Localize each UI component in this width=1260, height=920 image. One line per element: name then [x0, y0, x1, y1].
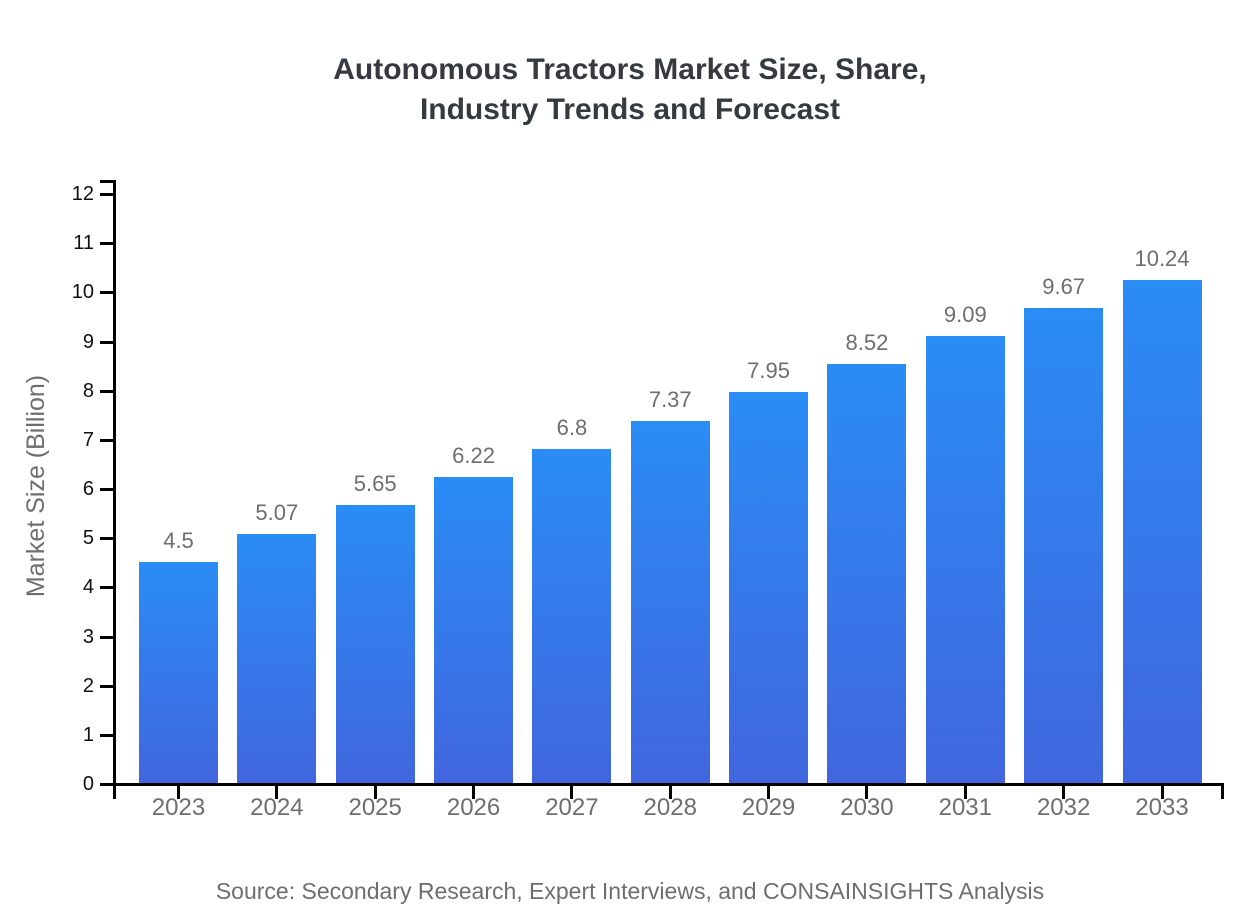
y-tick-label-7: 7 [82, 428, 94, 451]
chart-title-line-2: Industry Trends and Forecast [419, 93, 841, 126]
bar-value-2030: 8.52 [845, 330, 889, 356]
bar-value-2033: 10.24 [1134, 245, 1190, 271]
bar-2030 [827, 364, 907, 783]
y-tick-label-5: 5 [82, 527, 94, 550]
source-caption: Source: Secondary Research, Expert Inter… [215, 878, 1045, 904]
y-tick-label-6: 6 [82, 478, 94, 500]
x-tick-label-2025: 2025 [348, 794, 402, 821]
bar-2027 [532, 448, 612, 783]
x-tick-2026 [472, 786, 476, 799]
x-tick-label-2026: 2026 [446, 794, 501, 821]
x-tick-2032 [1062, 786, 1066, 799]
y-tick-2 [100, 684, 113, 688]
x-tick-label-2028: 2028 [643, 794, 697, 821]
x-tick-label-2029: 2029 [741, 794, 796, 821]
bar-2023 [139, 561, 218, 783]
x-tick-label-2030: 2030 [840, 794, 894, 821]
x-tick-2023 [177, 786, 180, 799]
y-tick-label-4: 4 [82, 576, 94, 599]
x-axis-end-cap [1221, 786, 1224, 799]
chart-title-line-1: Autonomous Tractors Market Size, Share, [333, 53, 927, 86]
y-tick-label-12: 12 [71, 183, 94, 205]
bar-value-2029: 7.95 [747, 358, 790, 384]
x-tick-2024 [275, 786, 279, 799]
x-tick-2025 [373, 786, 377, 799]
y-tick-4 [100, 586, 113, 590]
x-tick-label-2027: 2027 [545, 794, 599, 821]
x-axis-line [113, 783, 1224, 786]
y-tick-label-0: 0 [82, 773, 94, 795]
y-tick-label-3: 3 [82, 625, 94, 648]
y-tick-0 [100, 783, 113, 786]
x-tick-2033 [1160, 786, 1164, 799]
y-tick-12 [100, 193, 113, 196]
bar-2024 [237, 533, 317, 783]
y-axis-top-cap [100, 180, 113, 183]
y-tick-label-11: 11 [73, 232, 94, 255]
y-tick-11 [100, 242, 113, 246]
y-axis-line [113, 180, 116, 799]
y-tick-label-8: 8 [82, 379, 94, 402]
y-tick-1 [100, 733, 113, 737]
bar-value-2031: 9.09 [943, 302, 987, 328]
y-tick-5 [100, 537, 113, 541]
x-tick-label-2023: 2023 [151, 794, 206, 821]
bar-value-2023: 4.5 [163, 527, 194, 553]
y-tick-label-2: 2 [82, 674, 94, 697]
bar-value-2025: 5.65 [353, 471, 397, 497]
y-tick-label-1: 1 [82, 723, 94, 746]
y-tick-10 [100, 291, 113, 295]
bar-2029 [729, 392, 809, 783]
bar-2031 [925, 336, 1005, 783]
y-tick-9 [100, 340, 113, 344]
x-tick-label-2033: 2033 [1135, 794, 1189, 821]
x-tick-2027 [570, 786, 574, 799]
bar-value-2032: 9.67 [1042, 273, 1086, 299]
y-tick-label-9: 9 [82, 330, 94, 353]
bar-2033 [1122, 279, 1202, 783]
y-tick-3 [100, 635, 113, 639]
y-tick-7 [100, 438, 113, 442]
bar-value-2027: 6.8 [556, 414, 588, 440]
bar-2032 [1024, 307, 1104, 783]
y-tick-label-10: 10 [71, 281, 94, 304]
y-tick-8 [100, 389, 113, 393]
chart-title: Autonomous Tractors Market Size, Share, … [0, 50, 1260, 130]
x-tick-2028 [668, 786, 672, 799]
bar-2025 [335, 505, 415, 783]
x-tick-label-2024: 2024 [250, 794, 304, 821]
x-tick-2030 [865, 786, 869, 799]
bar-value-2026: 6.22 [452, 443, 495, 469]
y-tick-6 [100, 488, 113, 491]
x-tick-label-2031: 2031 [938, 794, 992, 821]
bar-2026 [434, 477, 514, 783]
x-tick-label-2032: 2032 [1036, 794, 1091, 821]
bar-value-2024: 5.07 [255, 499, 299, 525]
x-tick-2029 [767, 786, 771, 799]
x-tick-2031 [963, 786, 967, 799]
bar-2028 [630, 420, 710, 783]
bar-value-2028: 7.37 [648, 386, 692, 412]
